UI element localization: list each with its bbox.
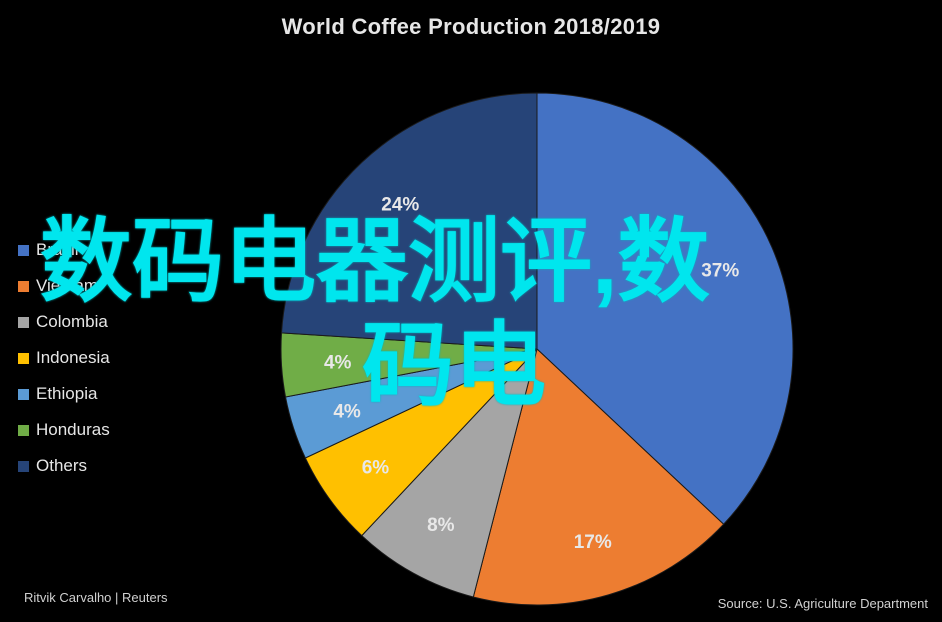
legend-swatch: [18, 352, 29, 364]
chart-title: World Coffee Production 2018/2019: [281, 14, 661, 39]
slice-label-ethiopia: 4%: [333, 402, 361, 423]
legend-label: Colombia: [36, 312, 108, 331]
slice-label-colombia: 8%: [427, 515, 455, 536]
watermark-line-2: 码电: [362, 315, 547, 417]
pie-slice-vietnam: [472, 348, 725, 606]
chart-legend: Brazil Vietnam Colombia Indonesia Ethiopia Ho…: [18, 232, 110, 484]
legend-swatch: [18, 244, 29, 256]
slice-label-indonesia: 6%: [362, 457, 390, 478]
legend-label: Indonesia: [36, 348, 110, 367]
legend-label: Others: [36, 456, 88, 475]
watermark-line-1: 数码电器测评,数: [40, 211, 710, 313]
pie-slice-brazil: [536, 92, 794, 525]
legend-label: Honduras: [36, 420, 110, 439]
slice-label-vietnam: 17%: [574, 532, 612, 553]
legend-label: Brazil: [36, 240, 79, 259]
watermark-overlay: 数码电器测评,数 码电: [40, 210, 860, 418]
pie-slice-colombia: [361, 348, 538, 598]
legend-swatch: [18, 424, 29, 436]
legend-item-others: Others: [18, 448, 110, 484]
legend-swatch: [18, 280, 29, 292]
legend-swatch: [18, 388, 29, 400]
legend-item-honduras: Honduras: [18, 412, 110, 448]
pie-slice-others: [280, 92, 538, 350]
legend-swatch: [18, 460, 29, 472]
legend-label: Vietnam: [36, 276, 99, 295]
legend-item-vietnam: Vietnam: [18, 268, 110, 304]
legend-item-indonesia: Indonesia: [18, 340, 110, 376]
legend-swatch: [18, 316, 29, 328]
legend-label: Ethiopia: [36, 384, 98, 403]
author-credit: Ritvik Carvalho | Reuters: [24, 590, 168, 605]
legend-item-colombia: Colombia: [18, 304, 110, 340]
slice-label-brazil: 37%: [701, 261, 739, 282]
source-credit: Source: U.S. Agriculture Department: [717, 596, 928, 611]
legend-item-ethiopia: Ethiopia: [18, 376, 110, 412]
slice-label-others: 24%: [381, 194, 419, 215]
legend-item-brazil: Brazil: [18, 232, 110, 268]
slice-label-honduras: 4%: [324, 353, 352, 374]
